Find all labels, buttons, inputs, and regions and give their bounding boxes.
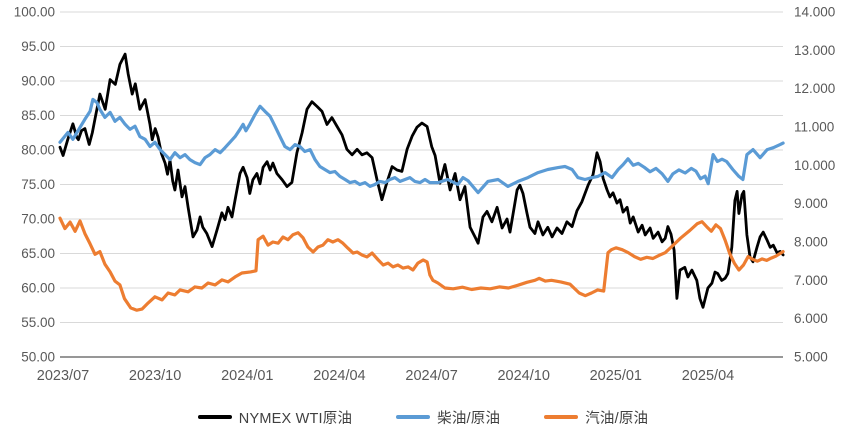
right-axis-tick-label: 9.000 — [794, 196, 828, 211]
right-axis-tick-label: 14.000 — [794, 5, 835, 20]
legend-label-diesel-crude-ratio: 柴油/原油 — [437, 410, 501, 427]
left-axis-tick-label: 60.00 — [21, 281, 55, 296]
x-axis-tick-label: 2024/10 — [497, 368, 549, 384]
legend-line-swatch-gasoline-crude-ratio — [544, 415, 579, 419]
legend: NYMEX WTI原油 柴油/原油 汽油/原油 — [0, 403, 846, 431]
left-axis-tick-label: 95.00 — [21, 39, 55, 54]
x-axis-tick-label: 2024/07 — [405, 368, 457, 384]
right-axis-tick-label: 5.000 — [794, 350, 828, 365]
x-axis-tick-label: 2024/04 — [313, 368, 365, 384]
legend-label-gasoline-crude-ratio: 汽油/原油 — [585, 410, 649, 427]
x-axis-tick-label: 2025/01 — [590, 368, 642, 384]
left-axis-tick-label: 65.00 — [21, 246, 55, 261]
right-axis-tick-label: 6.000 — [794, 311, 828, 326]
left-axis-tick-label: 75.00 — [21, 177, 55, 192]
right-axis-tick-label: 12.000 — [794, 81, 835, 96]
x-axis-tick-label: 2023/07 — [37, 368, 89, 384]
legend-item-gasoline-crude-ratio: 汽油/原油 — [544, 407, 648, 428]
legend-line-swatch-nymex-wti — [197, 415, 232, 419]
series-line-diesel-crude-ratio — [58, 97, 785, 195]
x-axis-tick-label: 2023/10 — [129, 368, 181, 384]
legend-line-swatch-diesel-crude-ratio — [396, 415, 431, 419]
legend-label-nymex-wti: NYMEX WTI原油 — [238, 410, 353, 427]
right-axis-tick-label: 7.000 — [794, 273, 828, 288]
legend-item-diesel-crude-ratio: 柴油/原油 — [396, 407, 500, 428]
series-line-gasoline-crude-ratio — [58, 216, 785, 312]
left-axis-tick-label: 90.00 — [21, 74, 55, 89]
right-axis-tick-label: 10.000 — [794, 158, 835, 173]
x-axis-tick-label: 2025/04 — [682, 368, 734, 384]
right-axis-tick-label: 8.000 — [794, 235, 828, 250]
right-axis-tick-label: 13.000 — [794, 43, 835, 58]
legend-item-nymex-wti: NYMEX WTI原油 — [197, 407, 353, 428]
left-axis-tick-label: 50.00 — [21, 350, 55, 365]
series-line-nymex-wti — [58, 52, 785, 309]
left-axis-tick-label: 80.00 — [21, 143, 55, 158]
x-axis-tick-label: 2024/01 — [221, 368, 273, 384]
left-axis-tick-label: 100.00 — [14, 5, 55, 20]
left-axis-tick-label: 55.00 — [21, 315, 55, 330]
left-axis-tick-label: 70.00 — [21, 212, 55, 227]
left-axis-tick-label: 85.00 — [21, 108, 55, 123]
right-axis-tick-label: 11.000 — [794, 120, 834, 135]
